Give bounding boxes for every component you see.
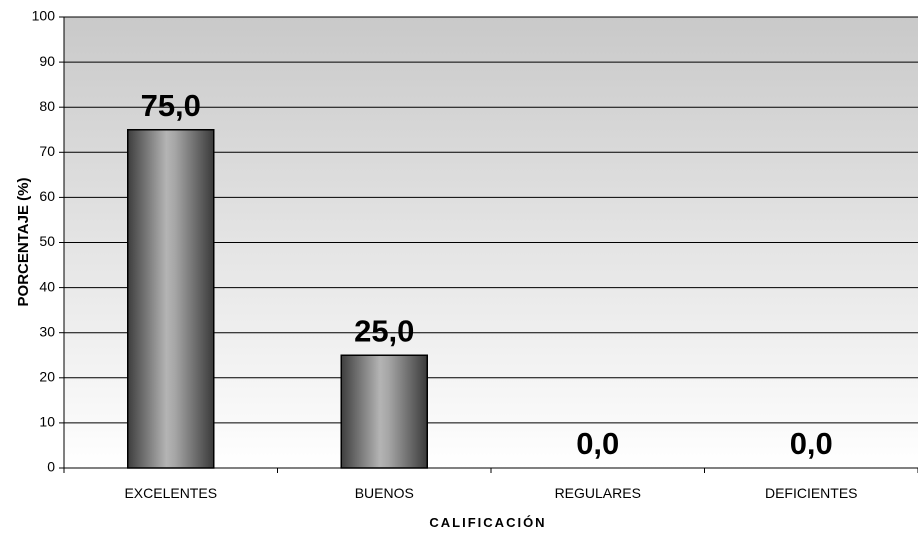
data-label-deficientes: 0,0: [790, 426, 833, 461]
x-axis-title: CALIFICACIÓN: [429, 515, 546, 530]
y-tick-label: 40: [39, 278, 55, 294]
y-tick-label: 50: [39, 233, 55, 249]
y-tick-label: 20: [39, 369, 55, 385]
bars: [127, 129, 428, 469]
x-axis-ticks: EXCELENTES BUENOS REGULARES DEFICIENTES: [63, 468, 918, 501]
y-axis-ticks: 0 10 20 30 40 50 60 70 80 90 100: [32, 8, 64, 475]
bar-excelentes: [127, 129, 215, 469]
data-label-excelentes: 75,0: [141, 88, 201, 123]
x-tick-label: REGULARES: [555, 485, 641, 501]
x-tick-label: DEFICIENTES: [765, 485, 858, 501]
bar-data-labels: 75,0 25,0 0,0 0,0: [141, 88, 833, 461]
y-tick-label: 90: [39, 53, 55, 69]
y-tick-label: 70: [39, 143, 55, 159]
x-tick-label: BUENOS: [355, 485, 414, 501]
y-tick-label: 0: [47, 459, 55, 475]
data-label-buenos: 25,0: [354, 313, 414, 348]
y-tick-label: 10: [39, 414, 55, 430]
y-tick-label: 30: [39, 323, 55, 339]
y-tick-label: 60: [39, 188, 55, 204]
y-tick-label: 100: [32, 8, 56, 24]
y-tick-label: 80: [39, 98, 55, 114]
x-tick-label: EXCELENTES: [124, 485, 217, 501]
y-axis-title: PORCENTAJE (%): [15, 178, 32, 307]
bar-buenos: [340, 354, 428, 469]
data-label-regulares: 0,0: [576, 426, 619, 461]
